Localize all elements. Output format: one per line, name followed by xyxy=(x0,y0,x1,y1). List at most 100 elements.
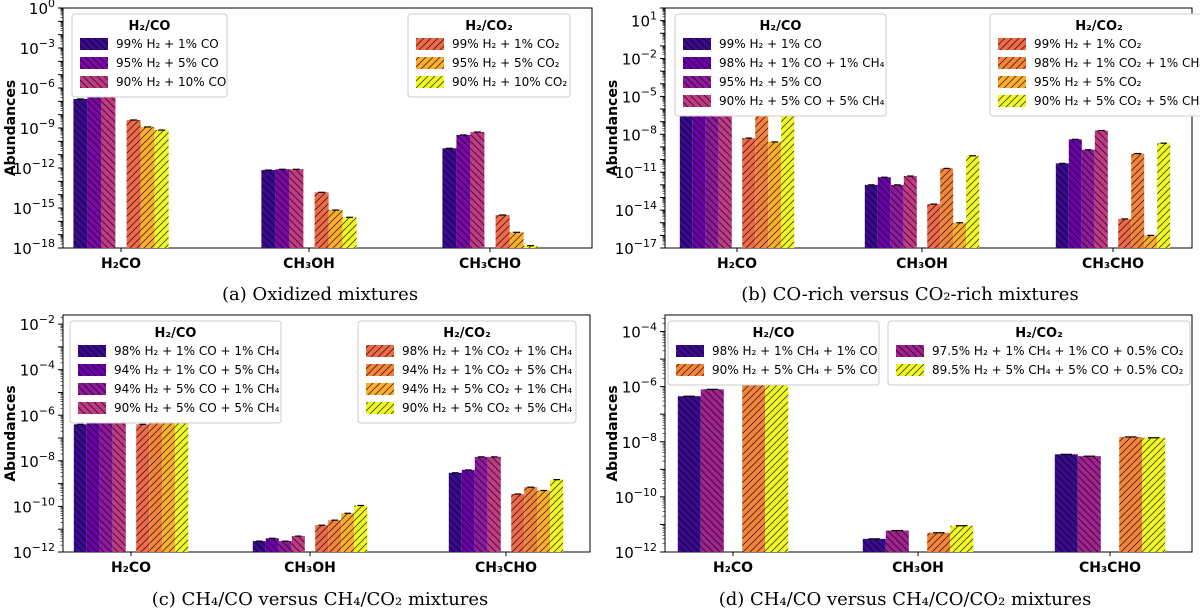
bar xyxy=(442,148,457,248)
bar xyxy=(136,424,150,552)
bar xyxy=(877,177,891,248)
bar xyxy=(162,417,176,552)
legend-label: 98% H₂ + 1% CO₂ + 1% CH₄ xyxy=(1034,56,1200,70)
panel-caption: (c) CH₄/CO versus CH₄/CO₂ mixtures xyxy=(152,589,489,610)
legend-label: 98% H₂ + 1% CO₂ + 1% CH₄ xyxy=(402,344,572,358)
y-tick-label: 10−10 xyxy=(615,486,657,507)
legend-swatch xyxy=(998,38,1026,50)
legend-swatch xyxy=(78,402,106,414)
legend: H₂/CO₂ 99% H₂ + 1% CO₂ 98% H₂ + 1% CO₂ + 1… xyxy=(989,13,1200,117)
bar xyxy=(87,92,102,248)
legend-label: 98% H₂ + 1% CH₄ + 1% CO xyxy=(712,344,877,358)
panel-a: 10−18 10−15 10−12 10−9 10−6 10−3 100 Abundances… xyxy=(3,0,593,305)
bar xyxy=(315,525,329,552)
bar xyxy=(903,176,917,248)
bar xyxy=(291,536,305,552)
legend-swatch xyxy=(676,364,704,376)
bar xyxy=(140,126,155,248)
legend-label: 90% H₂ + 5% CO + 5% CH₄ xyxy=(719,94,885,108)
legend-swatch xyxy=(416,57,444,69)
y-axis-label: Abundances xyxy=(3,385,19,481)
category-label: H₂CO xyxy=(717,256,757,272)
legend-box xyxy=(674,13,887,117)
bar xyxy=(341,513,355,552)
legend-swatch xyxy=(78,383,106,395)
bar xyxy=(537,490,551,552)
legend-label: 99% H₂ + 1% CO xyxy=(116,37,219,51)
y-axis-label: Abundances xyxy=(605,80,621,176)
legend-label: 95% H₂ + 5% CO₂ xyxy=(1034,75,1142,89)
bar xyxy=(781,106,795,248)
bar xyxy=(1157,143,1171,248)
bar xyxy=(1142,437,1166,552)
bar xyxy=(1077,456,1101,552)
bar xyxy=(487,456,501,552)
y-tick-label: 10−6 xyxy=(20,404,55,425)
legend-label: 99% H₂ + 1% CO xyxy=(719,37,822,51)
legend-swatch xyxy=(416,76,444,88)
bar xyxy=(99,416,113,552)
bar xyxy=(742,383,766,552)
legend-swatch xyxy=(896,345,924,357)
bar xyxy=(175,409,189,552)
legend-box xyxy=(887,320,1191,386)
y-tick-label: 10−3 xyxy=(20,37,55,58)
y-tick-label: 10−6 xyxy=(622,376,657,397)
legend-title: H₂/CO₂ xyxy=(443,326,491,341)
y-tick-label: 10−4 xyxy=(20,359,55,380)
legend-swatch xyxy=(896,364,924,376)
legend-swatch xyxy=(366,402,394,414)
bar xyxy=(278,541,292,552)
legend-swatch xyxy=(998,76,1026,88)
bar xyxy=(275,169,290,248)
bar xyxy=(456,134,471,248)
category-label: CH₃CHO xyxy=(1082,256,1144,272)
legend-label: 99% H₂ + 1% CO₂ xyxy=(1034,37,1142,51)
legend-title: H₂/CO xyxy=(155,326,197,341)
y-tick-label: 10−2 xyxy=(622,48,657,69)
bar xyxy=(765,378,789,552)
bar xyxy=(328,520,342,552)
bar xyxy=(252,541,266,552)
bar xyxy=(705,112,719,248)
bar xyxy=(677,396,701,552)
y-tick-label: 10−8 xyxy=(622,123,657,144)
legend-box xyxy=(71,13,228,98)
legend: H₂/CO₂ 97.5% H₂ + 1% CH₄ + 1% CO + 0.5% C… xyxy=(887,320,1191,386)
legend: H₂/CO 99% H₂ + 1% CO 98% H₂ + 1% CO + 1% C… xyxy=(674,13,887,117)
y-tick-label: 10−12 xyxy=(615,541,657,562)
legend-title: H₂/CO₂ xyxy=(1075,19,1123,34)
bar xyxy=(953,222,967,248)
bar xyxy=(495,214,510,248)
bar xyxy=(73,98,88,249)
legend-title: H₂/CO xyxy=(760,19,802,34)
bar xyxy=(755,115,769,249)
legend-label: 95% H₂ + 5% CO₂ xyxy=(452,56,560,70)
legend-swatch xyxy=(80,57,108,69)
legend-swatch xyxy=(80,38,108,50)
legend-swatch xyxy=(683,95,711,107)
bar xyxy=(1118,218,1132,248)
legend-label: 90% H₂ + 5% CH₄ + 5% CO xyxy=(712,363,877,377)
legend-swatch xyxy=(683,76,711,88)
y-tick-label: 10−9 xyxy=(20,117,55,138)
legend: H₂/CO 98% H₂ + 1% CH₄ + 1% CO 90% H₂ + 5% … xyxy=(667,320,880,386)
y-tick-label: 10−14 xyxy=(615,199,657,220)
legend-swatch xyxy=(998,95,1026,107)
category-label: CH₃OH xyxy=(284,560,336,576)
bar xyxy=(1068,139,1082,248)
bar xyxy=(940,168,954,248)
legend-box xyxy=(989,13,1200,117)
bar xyxy=(718,109,732,248)
legend-label: 90% H₂ + 10% CO₂ xyxy=(452,75,567,89)
bar xyxy=(265,538,279,552)
y-tick-label: 10−12 xyxy=(13,541,55,562)
bar xyxy=(890,184,904,248)
bar xyxy=(328,210,343,248)
y-tick-label: 10−15 xyxy=(13,197,55,218)
legend-title: H₂/CO₂ xyxy=(1015,326,1063,341)
legend: H₂/CO 98% H₂ + 1% CO + 1% CH₄ 94% H₂ + 1% … xyxy=(69,320,282,424)
bar xyxy=(354,505,368,552)
bar xyxy=(864,184,878,248)
y-tick-label: 10−18 xyxy=(13,237,55,258)
